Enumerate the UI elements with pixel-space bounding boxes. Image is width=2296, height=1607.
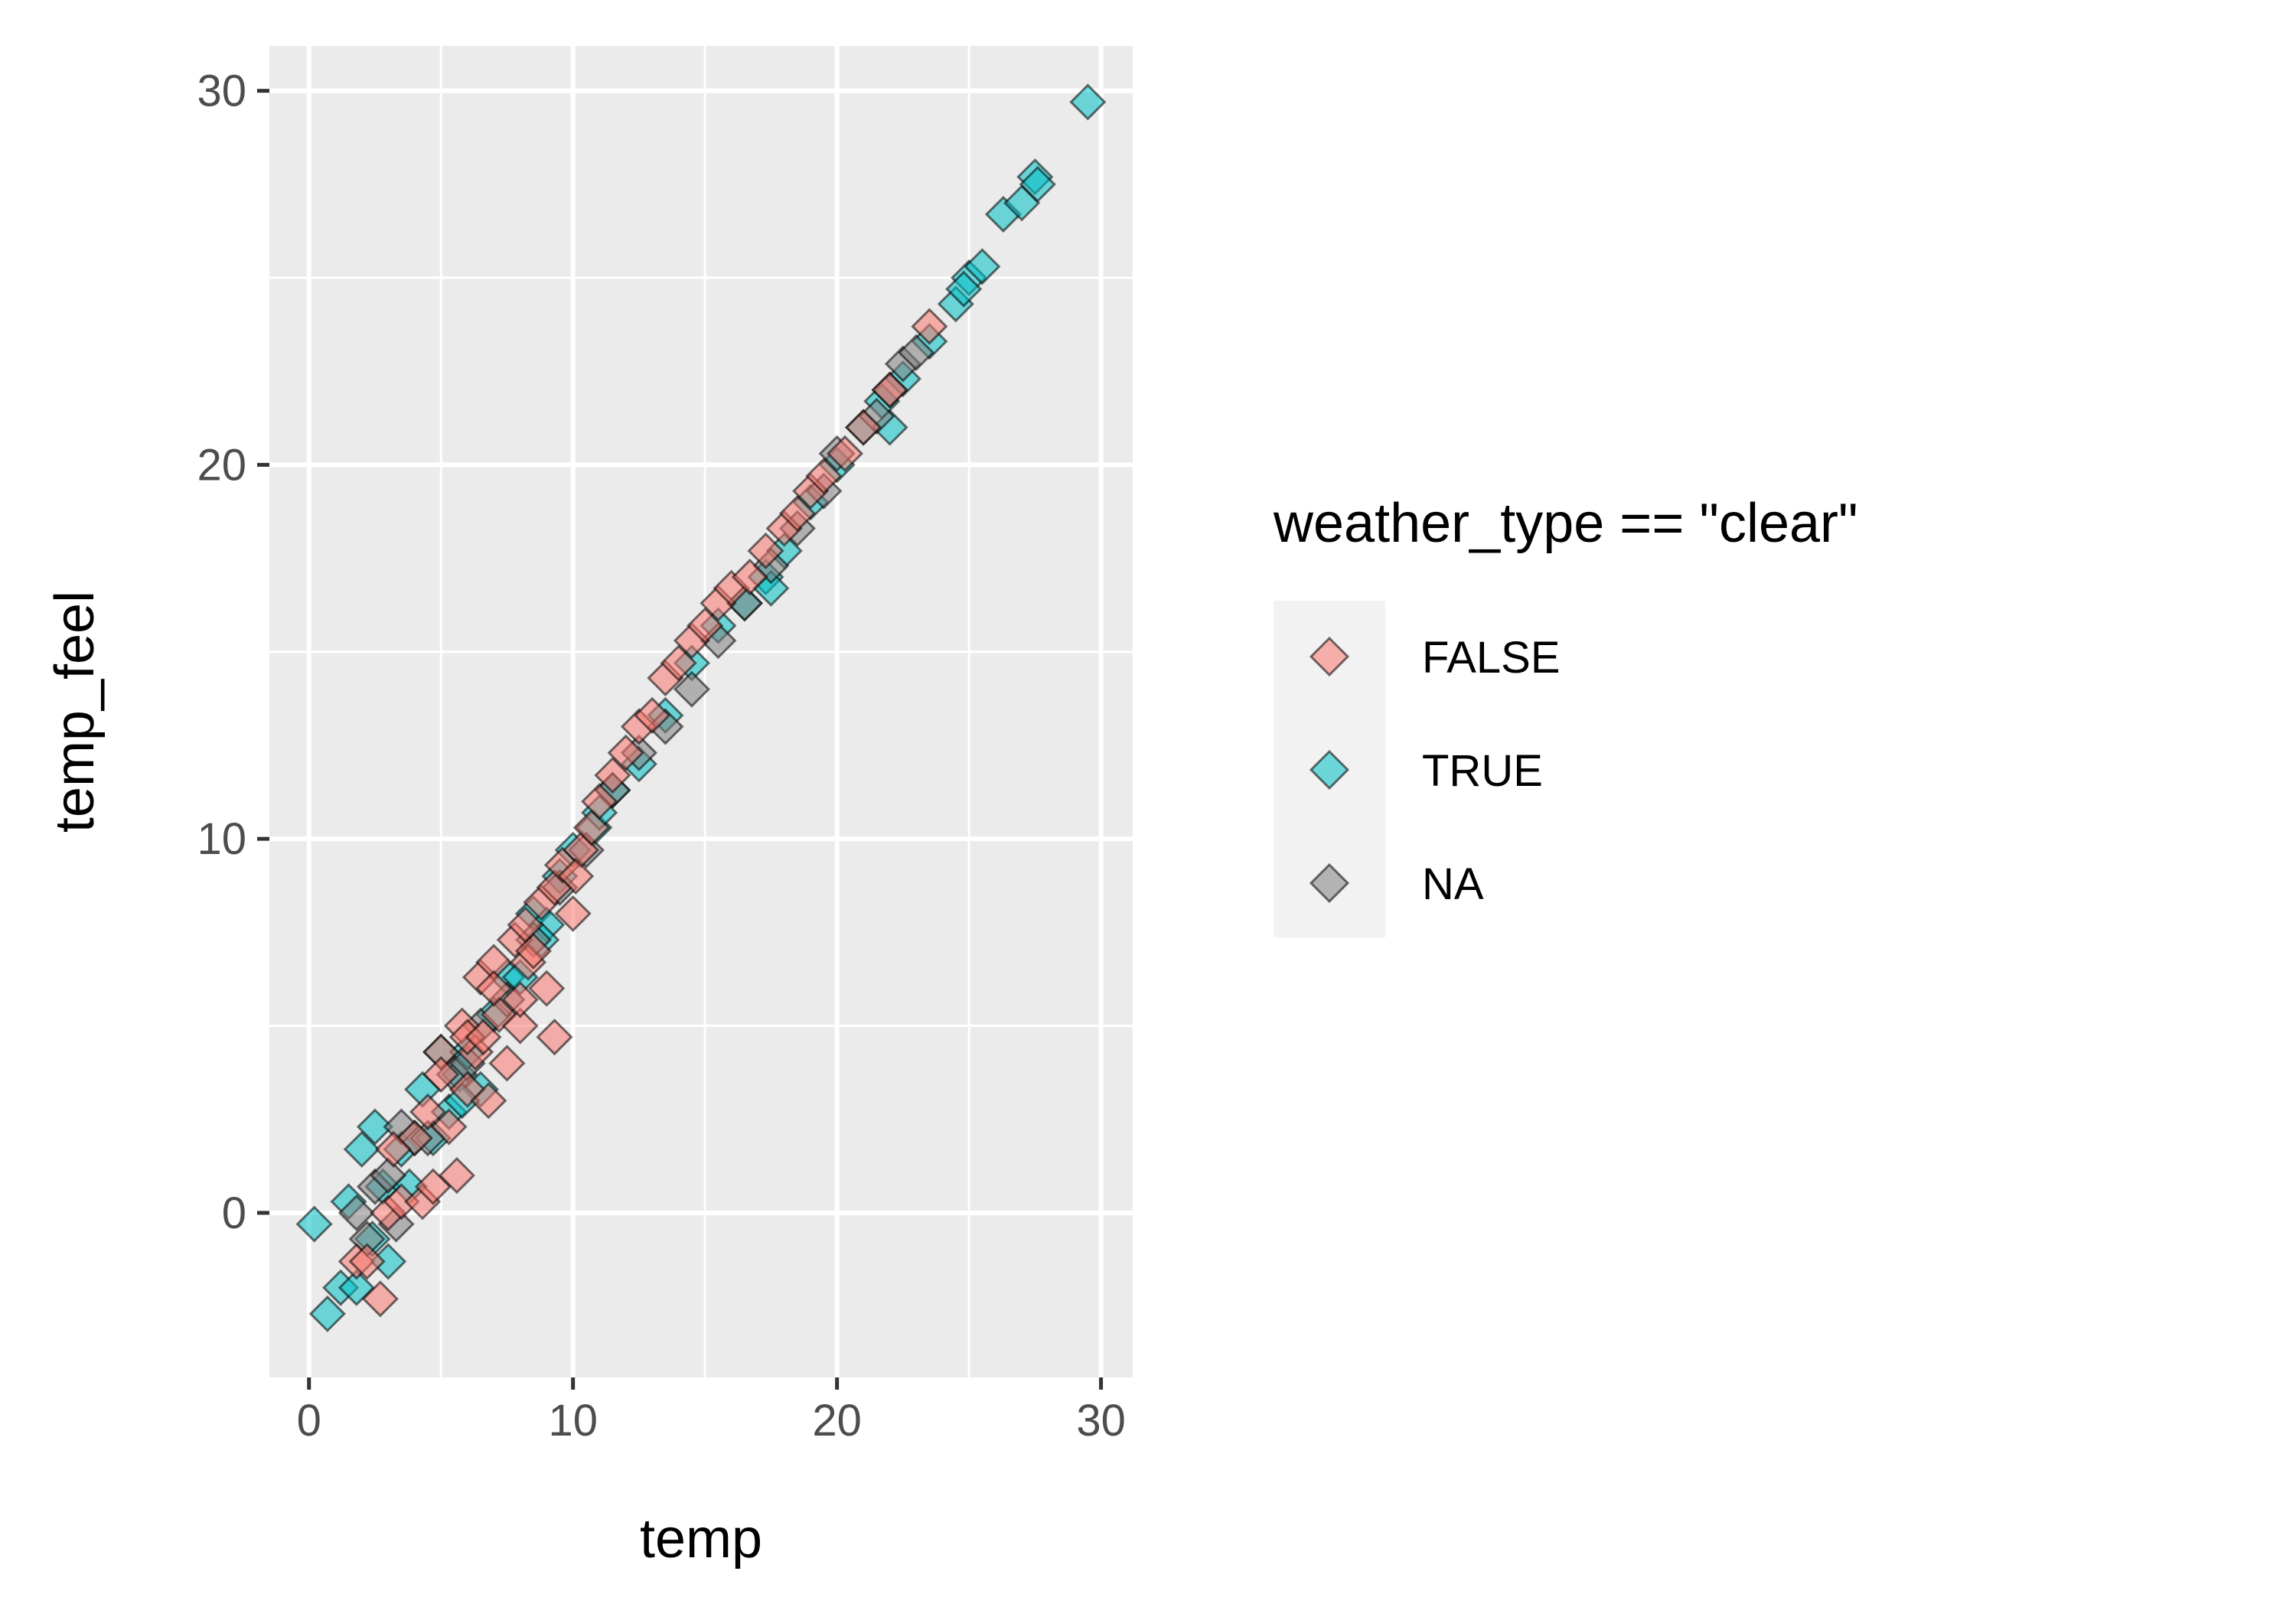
x-tick-label: 20 bbox=[812, 1396, 862, 1446]
data-point-false bbox=[465, 1019, 502, 1056]
data-point-false bbox=[470, 1082, 507, 1120]
data-point-false bbox=[687, 607, 724, 644]
data-point-false bbox=[501, 1007, 539, 1045]
data-point-false bbox=[581, 783, 618, 820]
data-point-false bbox=[488, 1045, 526, 1082]
data-point-true bbox=[1069, 83, 1107, 121]
data-point-true bbox=[308, 1295, 347, 1333]
series-false bbox=[338, 308, 948, 1318]
data-point-na bbox=[858, 397, 895, 435]
axes: 0 10 20 30 0 10 20 30 bbox=[197, 67, 1125, 1446]
legend-label-true: TRUE bbox=[1422, 746, 1543, 796]
data-point-false bbox=[778, 494, 817, 533]
data-point-true bbox=[964, 248, 1001, 285]
data-point-na bbox=[338, 1194, 375, 1232]
data-point-false bbox=[375, 1130, 413, 1168]
data-point-true bbox=[356, 1108, 394, 1146]
data-point-true bbox=[338, 1269, 375, 1306]
data-point-false bbox=[430, 1108, 468, 1146]
data-points bbox=[295, 83, 1107, 1333]
x-tick-label: 0 bbox=[297, 1396, 321, 1446]
legend-title: weather_type == "clear" bbox=[1273, 493, 1858, 554]
legend-label-false: FALSE bbox=[1422, 633, 1561, 683]
data-point-false bbox=[348, 1243, 386, 1280]
x-axis-title: temp bbox=[640, 1508, 762, 1570]
data-point-true bbox=[343, 1130, 380, 1168]
data-point-false bbox=[501, 981, 539, 1019]
data-point-na bbox=[370, 1156, 407, 1195]
data-point-false bbox=[536, 1019, 573, 1056]
legend-label-na: NA bbox=[1422, 859, 1484, 909]
data-point-false bbox=[507, 906, 544, 944]
legend-key-na bbox=[1309, 862, 1350, 904]
data-point-true bbox=[295, 1205, 333, 1243]
data-point-false bbox=[747, 532, 784, 569]
data-point-false bbox=[409, 1093, 447, 1131]
x-tick-label: 10 bbox=[548, 1396, 598, 1446]
legend: weather_type == "clear" FALSE TRUE NA bbox=[1273, 493, 1858, 937]
data-point-na bbox=[673, 670, 711, 708]
data-point-false bbox=[826, 435, 864, 472]
data-point-false bbox=[557, 857, 595, 895]
data-point-na bbox=[898, 334, 935, 371]
data-point-true bbox=[1019, 165, 1056, 203]
data-point-false bbox=[660, 644, 697, 682]
data-point-false bbox=[480, 996, 518, 1034]
y-tick-label: 20 bbox=[197, 440, 246, 490]
data-point-false bbox=[361, 1280, 400, 1318]
data-point-false bbox=[805, 457, 843, 495]
data-point-false bbox=[422, 1055, 460, 1094]
data-point-false bbox=[594, 756, 631, 794]
data-point-false bbox=[528, 970, 566, 1007]
y-tick-label: 30 bbox=[197, 67, 246, 116]
x-tick-label: 30 bbox=[1076, 1396, 1126, 1446]
data-point-false bbox=[911, 308, 948, 345]
legend-key-true bbox=[1309, 749, 1350, 790]
data-point-false bbox=[438, 1156, 476, 1195]
y-tick-label: 0 bbox=[222, 1188, 246, 1238]
y-tick-label: 10 bbox=[197, 814, 246, 864]
data-point-false bbox=[475, 970, 513, 1007]
data-point-false bbox=[607, 734, 644, 771]
data-point-false bbox=[871, 371, 908, 409]
y-axis-title: temp_feel bbox=[44, 591, 106, 833]
legend-key-false bbox=[1309, 636, 1350, 677]
data-point-false bbox=[731, 558, 768, 596]
data-point-false bbox=[634, 696, 671, 735]
data-point-false bbox=[554, 895, 592, 933]
data-point-true bbox=[945, 270, 983, 308]
data-point-false bbox=[845, 409, 882, 446]
